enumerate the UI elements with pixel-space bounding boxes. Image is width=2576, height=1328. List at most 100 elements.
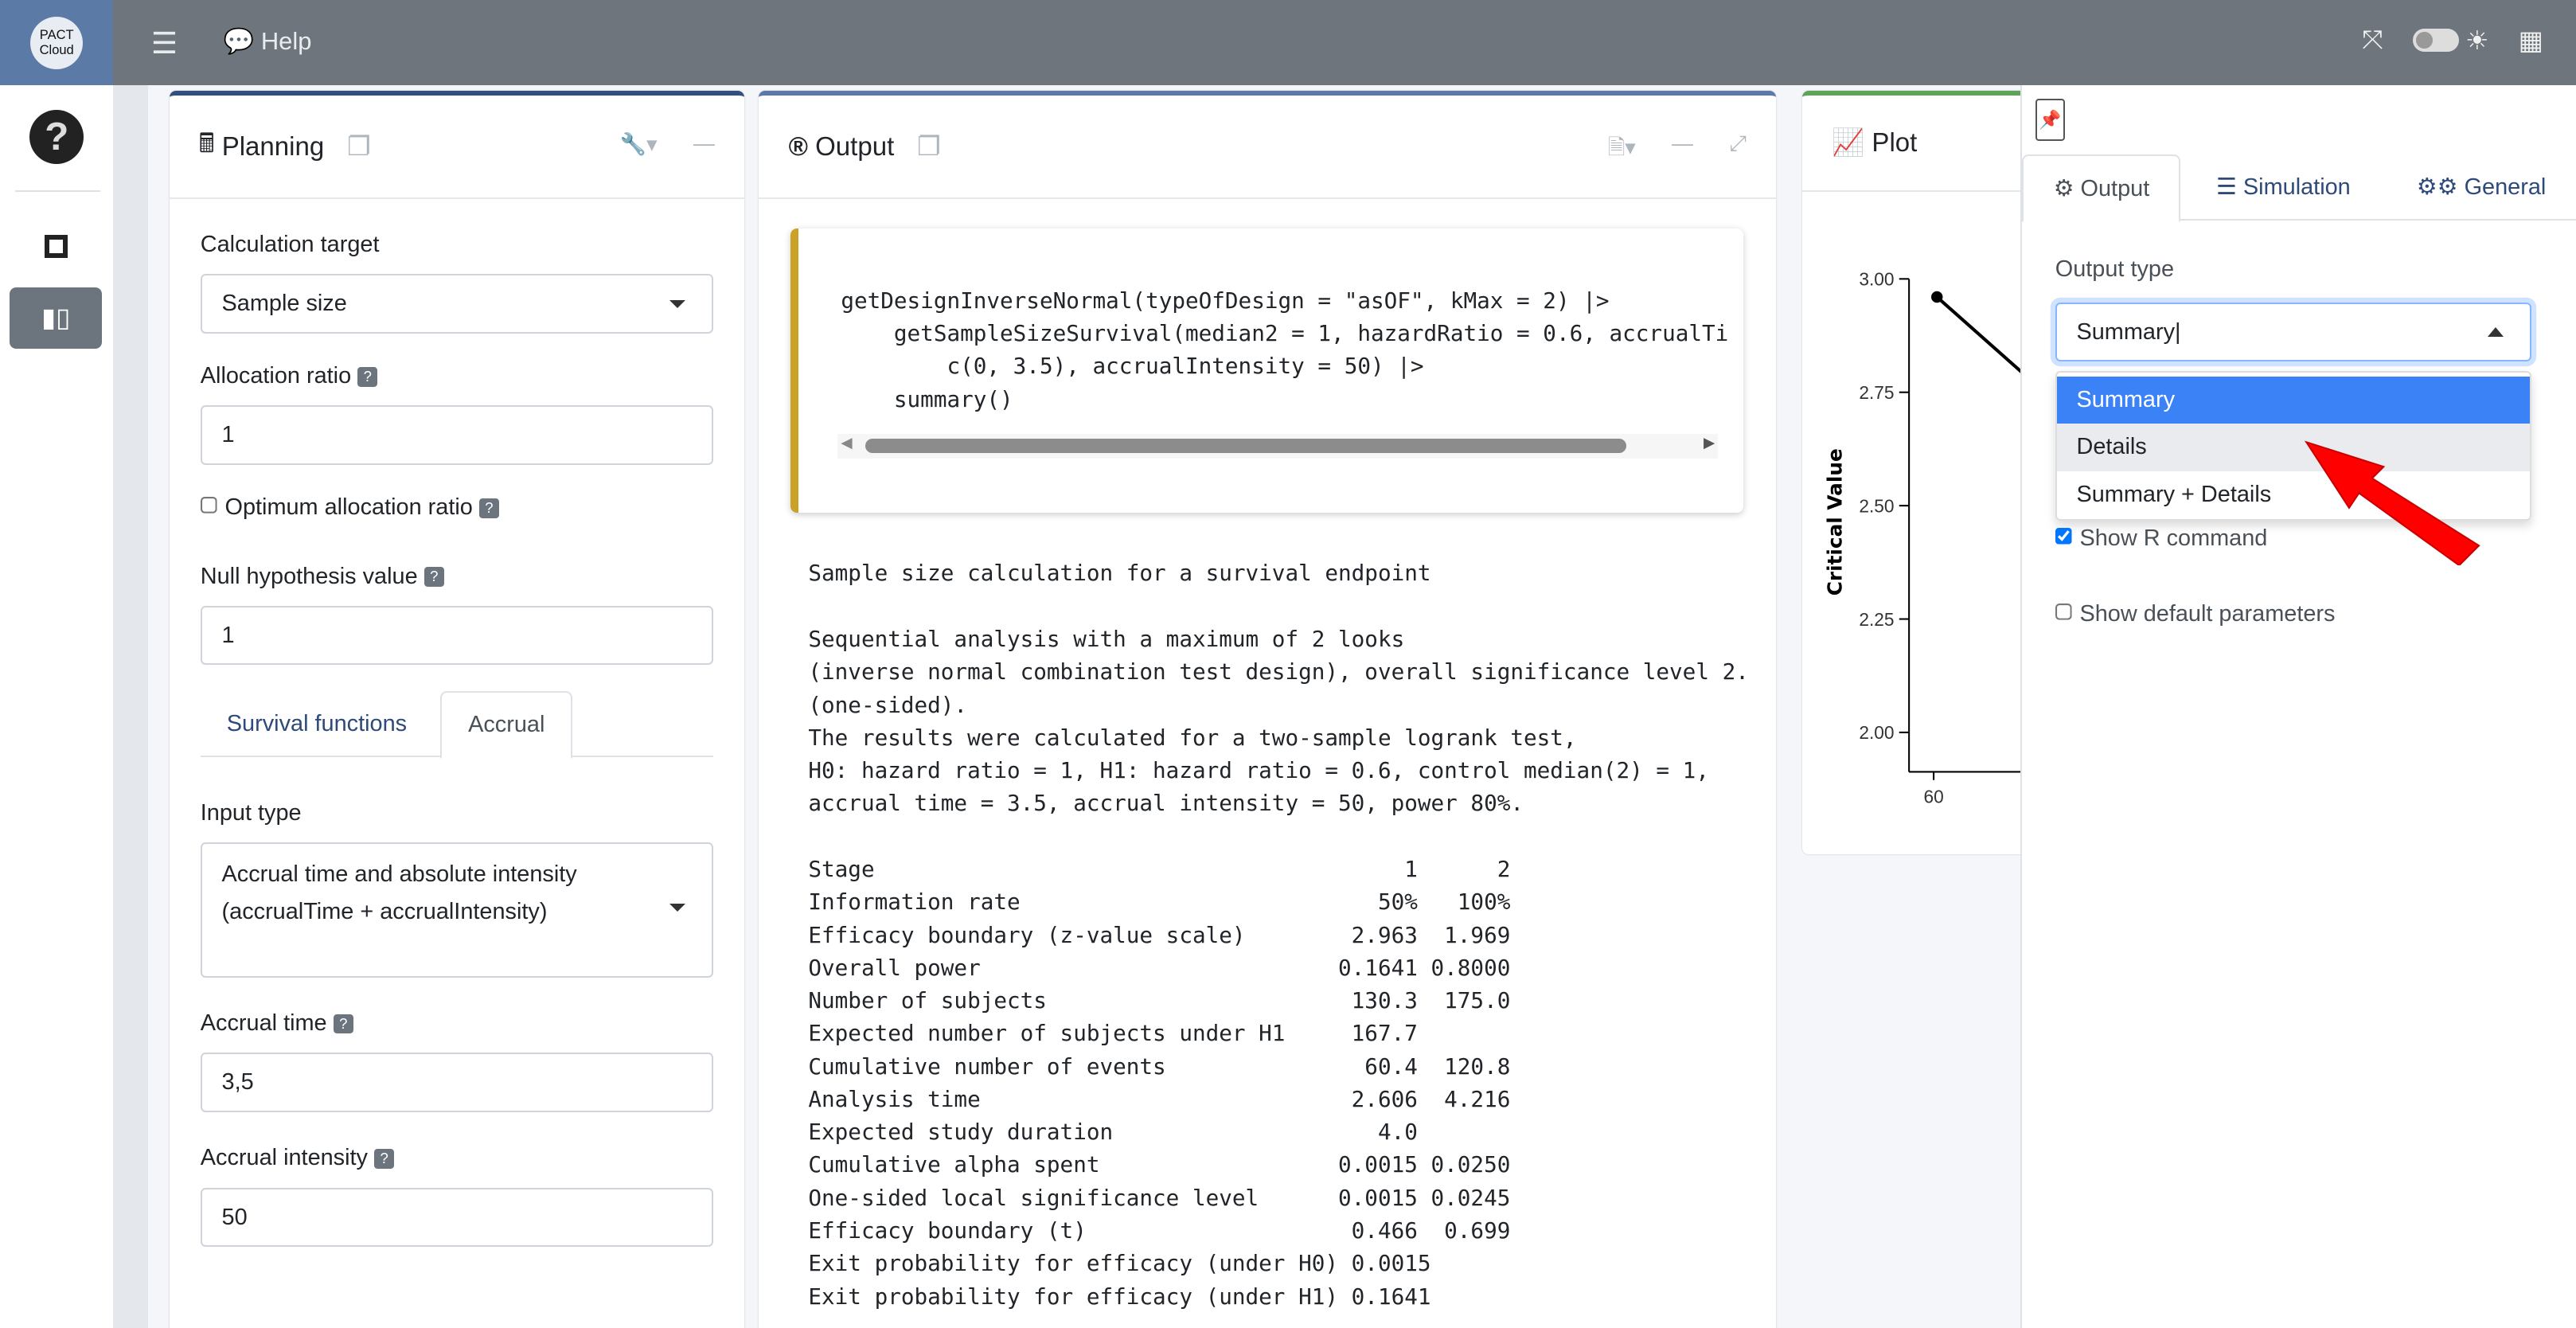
export-icon[interactable]: 🗎▾ bbox=[1607, 135, 1636, 159]
alloc-label: Allocation ratio bbox=[200, 362, 352, 389]
tab-output[interactable]: ⚙ Output bbox=[2022, 154, 2181, 222]
sidebar-item-panels-icon[interactable]: ▮▯ bbox=[10, 287, 102, 349]
select-value: Sample size bbox=[221, 291, 347, 317]
copy-icon[interactable]: ❐ bbox=[347, 131, 371, 161]
question-icon[interactable]: ? bbox=[29, 110, 84, 165]
chevron-down-icon bbox=[669, 300, 685, 309]
tab-accrual[interactable]: Accrual bbox=[440, 691, 573, 760]
gears-icon: ⚙⚙ bbox=[2416, 174, 2458, 200]
red-arrow-icon bbox=[2305, 440, 2480, 565]
show-r-label: Show R command bbox=[2079, 525, 2268, 552]
r-command-code: getDesignInverseNormal(typeOfDesign = "a… bbox=[841, 287, 1729, 412]
y-axis-label: Critical Value bbox=[1824, 449, 1847, 596]
gear-icon: ⚙ bbox=[2053, 175, 2074, 201]
grid-icon[interactable]: ▦ bbox=[2518, 25, 2543, 55]
input-type-select[interactable]: Accrual time and absolute intensity (accr… bbox=[200, 842, 713, 978]
fullscreen-icon[interactable]: ⤧ bbox=[2362, 24, 2383, 54]
output-type-label: Output type bbox=[2055, 256, 2175, 282]
horizontal-scrollbar[interactable]: ◀ ▶ bbox=[837, 433, 1719, 459]
help-label: Help bbox=[260, 27, 312, 56]
option-summary[interactable]: Summary bbox=[2056, 376, 2531, 424]
accrual-intensity-input[interactable]: 50 bbox=[200, 1187, 713, 1247]
scrollbar-thumb[interactable] bbox=[865, 438, 1626, 454]
x-tick-label: 60 bbox=[1923, 787, 1943, 807]
card-title: Planning bbox=[221, 131, 325, 161]
top-navbar: PACT Cloud ☰ 💬 Help ⤧ ☀ ▦ bbox=[0, 0, 2576, 86]
tab-simulation[interactable]: ☰ Simulation bbox=[2187, 154, 2380, 222]
y-tick-label: 2.25 bbox=[1859, 609, 1894, 630]
logo[interactable]: PACT Cloud bbox=[0, 0, 114, 86]
y-tick-label: 2.50 bbox=[1859, 496, 1894, 517]
gutter bbox=[113, 85, 148, 1328]
help-icon[interactable]: ? bbox=[479, 498, 499, 518]
calculator-icon: 🖩 bbox=[198, 127, 215, 158]
accrual-time-input[interactable]: 3,5 bbox=[200, 1053, 713, 1112]
calc-target-select[interactable]: Sample size bbox=[200, 274, 713, 334]
help-icon[interactable]: ? bbox=[423, 567, 444, 588]
summary-output: Sample size calculation for a survival e… bbox=[808, 560, 1744, 1310]
help-icon[interactable]: ? bbox=[333, 1014, 353, 1034]
null-input[interactable]: 1 bbox=[200, 606, 713, 666]
sun-icon: ☀ bbox=[2465, 25, 2489, 55]
y-tick-label: 2.00 bbox=[1859, 722, 1894, 743]
y-tick-label: 3.00 bbox=[1859, 269, 1894, 290]
accrual-intensity-label: Accrual intensity bbox=[200, 1144, 368, 1170]
calc-target-label: Calculation target bbox=[200, 231, 380, 257]
r-logo-icon: ® bbox=[788, 131, 808, 161]
scroll-left-icon[interactable]: ◀ bbox=[841, 433, 853, 451]
critical-value-plot: Critical Value 3.00 2.75 2.50 2.25 2.00 60 bbox=[1824, 269, 2032, 807]
select-value: (accrualTime + accrualIntensity) bbox=[221, 899, 548, 925]
planning-card: 🖩 Planning ❐ 🔧▾ — Calculation target Sampl… bbox=[169, 90, 744, 1328]
input-type-label: Input type bbox=[200, 799, 302, 826]
pin-icon[interactable]: 📌 bbox=[2035, 98, 2066, 142]
show-r-checkbox[interactable] bbox=[2055, 527, 2074, 546]
scroll-right-icon[interactable]: ▶ bbox=[1703, 433, 1715, 451]
logo-text: PACT bbox=[39, 28, 74, 43]
plot-card: 📈 Plot Critical Value 3.00 2.75 2.50 2.25 2.… bbox=[1801, 90, 2049, 855]
help-link[interactable]: 💬 Help bbox=[224, 26, 312, 56]
chevron-down-icon bbox=[669, 903, 685, 912]
alloc-input[interactable]: 1 bbox=[200, 405, 713, 465]
null-label: Null hypothesis value bbox=[200, 563, 418, 589]
divider bbox=[14, 190, 100, 193]
select-value: Accrual time and absolute intensity bbox=[221, 861, 577, 887]
help-icon: 💬 bbox=[223, 27, 255, 56]
chart-icon: 📈 bbox=[1832, 127, 1865, 157]
output-type-dropdown: Summary Details Summary + Details bbox=[2055, 371, 2532, 521]
card-title: Plot bbox=[1872, 127, 1918, 158]
tab-survival-functions[interactable]: Survival functions bbox=[226, 711, 408, 737]
minimize-icon[interactable]: — bbox=[1672, 131, 1693, 155]
help-icon[interactable]: ? bbox=[357, 366, 378, 387]
tab-label: Output bbox=[2080, 175, 2150, 201]
control-sidebar: 📌 ⚙ Output ☰ Simulation ⚙⚙ General Outpu… bbox=[2020, 85, 2576, 1328]
data-line bbox=[1935, 295, 2025, 376]
opt-alloc-label: Optimum allocation ratio bbox=[224, 494, 473, 520]
output-card: ® Output ❐ 🗎▾ — ⤢ getDesignInverseNormal(ty… bbox=[759, 90, 1776, 1328]
chevron-up-icon bbox=[2488, 326, 2504, 337]
wrench-icon[interactable]: 🔧▾ bbox=[619, 131, 658, 156]
r-command-box: getDesignInverseNormal(typeOfDesign = "a… bbox=[790, 228, 1743, 513]
copy-icon[interactable]: ❐ bbox=[917, 131, 941, 161]
output-type-select[interactable]: Summary| bbox=[2055, 302, 2532, 361]
show-default-label: Show default parameters bbox=[2079, 601, 2336, 627]
sidebar-item-square-icon[interactable] bbox=[44, 235, 68, 258]
expand-icon[interactable]: ⤢ bbox=[1729, 131, 1747, 155]
option-details[interactable]: Details bbox=[2056, 424, 2531, 472]
tab-general[interactable]: ⚙⚙ General bbox=[2387, 154, 2576, 222]
menu-toggle-icon[interactable]: ☰ bbox=[150, 26, 178, 61]
tab-label: General bbox=[2464, 174, 2547, 200]
sliders-icon: ☰ bbox=[2215, 174, 2237, 200]
option-summary-details[interactable]: Summary + Details bbox=[2076, 482, 2272, 508]
left-sidebar bbox=[0, 85, 114, 1328]
accrual-time-label: Accrual time bbox=[200, 1010, 327, 1036]
y-tick-label: 2.75 bbox=[1859, 382, 1894, 403]
minimize-icon[interactable]: — bbox=[693, 131, 715, 155]
help-icon[interactable]: ? bbox=[374, 1148, 394, 1169]
opt-alloc-checkbox[interactable] bbox=[200, 496, 219, 514]
show-default-checkbox[interactable] bbox=[2055, 603, 2074, 622]
logo-text: Cloud bbox=[39, 42, 74, 57]
card-title: Output bbox=[815, 131, 895, 161]
tab-label: Simulation bbox=[2242, 174, 2351, 200]
dark-mode-toggle[interactable] bbox=[2412, 29, 2459, 52]
select-value: Summary bbox=[2076, 318, 2176, 345]
